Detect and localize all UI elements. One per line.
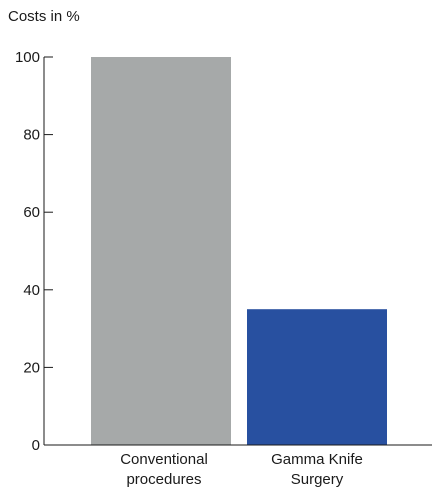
y-tick-label-20: 20 [23, 359, 40, 376]
y-tick-label-80: 80 [23, 127, 40, 144]
x-tick-label-gamma-knife: Gamma Knife Surgery [271, 451, 363, 488]
y-tick-label-100: 100 [15, 49, 40, 66]
bar-0 [91, 57, 231, 445]
bar-1 [247, 309, 387, 445]
y-axis-title: Costs in % [8, 8, 80, 25]
y-tick-label-40: 40 [23, 282, 40, 299]
y-tick-label-60: 60 [23, 204, 40, 221]
y-tick-label-0: 0 [32, 437, 40, 454]
x-tick-label-conventional: Conventional procedures [120, 451, 208, 488]
